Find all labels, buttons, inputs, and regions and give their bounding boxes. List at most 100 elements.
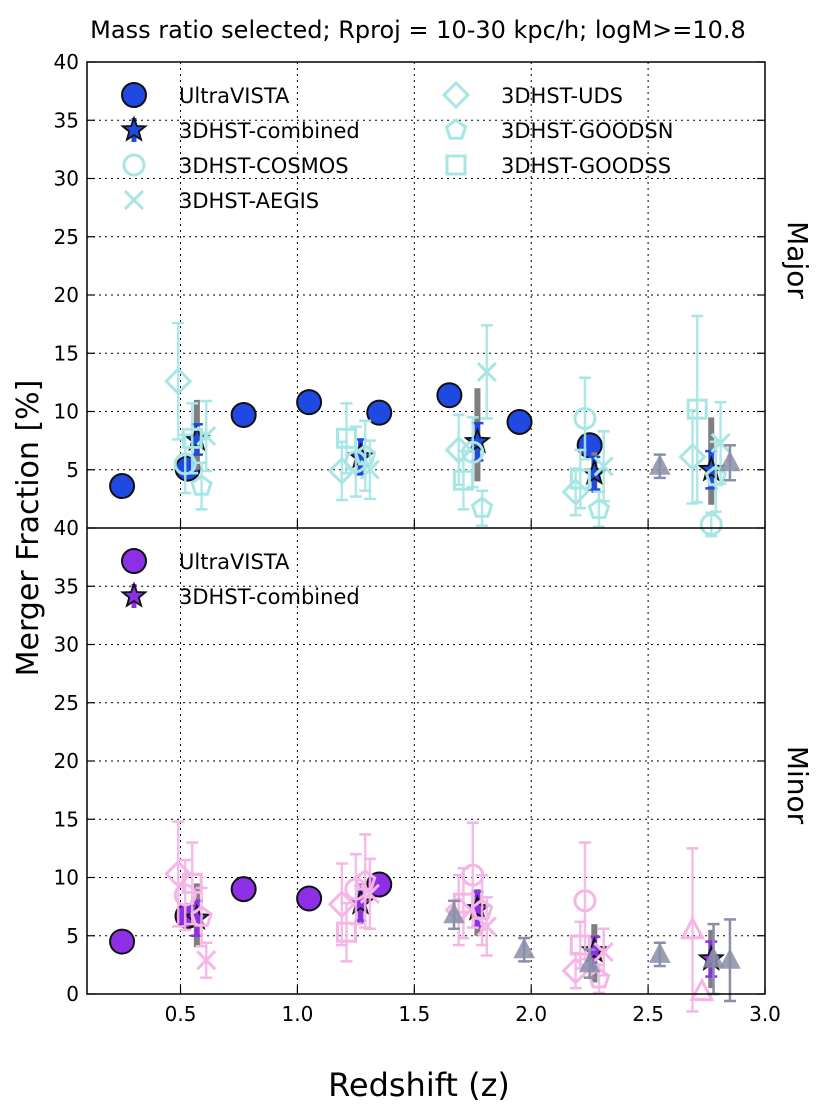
data-point [587,497,611,519]
legend-marker [120,581,148,608]
y-tick-label: 5 [66,458,79,482]
minor-panel: 0 5 10 15 20 25 30 35 40 UltraVISTA 3DHST-combined [54,516,766,1013]
data-point [452,469,474,491]
data-point [648,454,671,475]
legend-marker [441,80,471,110]
legend-marker [444,118,468,140]
x-tick-label: 1.0 [282,1002,314,1026]
legend-label: 3DHST-combined [179,585,360,609]
data-point [296,389,323,416]
data-point [353,443,377,466]
data-point [678,442,707,472]
series-3DHST-GOODSS [181,841,591,970]
data-point [573,889,597,913]
data-point [190,474,213,496]
data-point [443,902,465,924]
series-3DHST-AEGIS [196,857,614,979]
data-point [164,859,193,889]
data-point [336,921,358,943]
y-axis-label: Merger Fraction [%] [11,380,46,677]
data-point [702,946,725,968]
legend-marker [121,548,147,574]
major-panel-label: Major [781,221,814,299]
legend-label: 3DHST-GOODSS [501,154,671,178]
data-point [699,513,723,537]
data-point [587,967,611,989]
legend-label: 3DHST-combined [179,119,360,143]
legend-marker [445,154,467,176]
data-point [190,905,213,927]
data-point [109,473,136,500]
legend-marker [120,115,148,142]
data-point [353,869,377,891]
series-3DHST-GOODSN [190,419,728,529]
data-point [470,496,494,518]
data-point [164,367,193,396]
data-point [327,456,356,486]
data-point [436,382,463,409]
y-tick-label: 10 [54,866,79,890]
y-tick-label: 15 [54,807,79,831]
x-tick-label: 0.5 [165,1002,197,1026]
legend-marker [121,82,147,108]
y-tick-label: 15 [54,341,79,365]
legend: UltraVISTA 3DHST-combined 3DHST-COSMOS 3DHS… [120,80,673,213]
x-axis-label: Redshift (z) [328,1066,510,1104]
x-tick-label: 2.5 [632,1002,664,1026]
legend-label: 3DHST-AEGIS [179,189,319,213]
data-point [109,928,136,955]
y-tick-label: 25 [54,225,79,249]
data-point [573,406,597,430]
series-comparison [648,444,741,482]
data-point [704,464,728,487]
y-tick-label: 20 [54,749,79,773]
y-tick-label: 5 [66,924,79,948]
series-3DHST-UDS [164,820,590,990]
series-3DHST-AEGIS [196,324,731,503]
data-point [476,916,497,937]
x-tick-label: 3.0 [749,1002,781,1026]
chart-title: Mass ratio selected; Rproj = 10-30 kpc/h… [90,16,746,44]
series-3DHST-GOODSN [190,833,611,995]
data-point [686,398,708,420]
data-point [444,435,473,465]
data-point [181,427,203,449]
data-point [230,876,257,903]
data-point [173,452,197,476]
data-point [296,885,323,912]
x-tick-label: 1.5 [398,1002,430,1026]
data-point [513,937,536,959]
legend-marker [122,153,146,177]
major-panel: 5 10 15 20 25 30 35 40 UltraVISTA 3DHST-combined 3… [54,50,766,538]
legend-label: 3DHST-COSMOS [179,154,349,178]
y-tick-label: 10 [54,400,79,424]
data-point [719,450,741,472]
y-tick-label: 25 [54,691,79,715]
legend-label: UltraVISTA [179,550,290,574]
data-point [336,427,358,449]
x-axis: 0.5 1.0 1.5 2.0 2.5 3.0 [165,520,781,1026]
data-point [569,934,591,956]
data-point [680,915,706,940]
data-point [476,361,497,382]
x-tick-label: 2.0 [515,1002,547,1026]
data-point [470,898,494,920]
data-point [181,872,203,894]
legend-label: UltraVISTA [179,84,290,108]
data-point [173,883,197,907]
data-point [578,951,601,973]
series-comparison-open [680,847,715,1013]
minor-panel-label: Minor [781,746,814,825]
data-point [196,950,217,971]
y-tick-label: 20 [54,283,79,307]
data-point [506,408,533,435]
y-tick-label: 0 [66,982,79,1006]
y-tick-label: 40 [54,516,79,540]
series-3DHST-GOODSS [181,314,708,511]
legend-label: 3DHST-GOODSN [501,119,673,143]
y-tick-label: 35 [54,574,79,598]
legend-marker [123,189,145,211]
data-point [689,977,715,1002]
y-tick-label: 35 [54,108,79,132]
